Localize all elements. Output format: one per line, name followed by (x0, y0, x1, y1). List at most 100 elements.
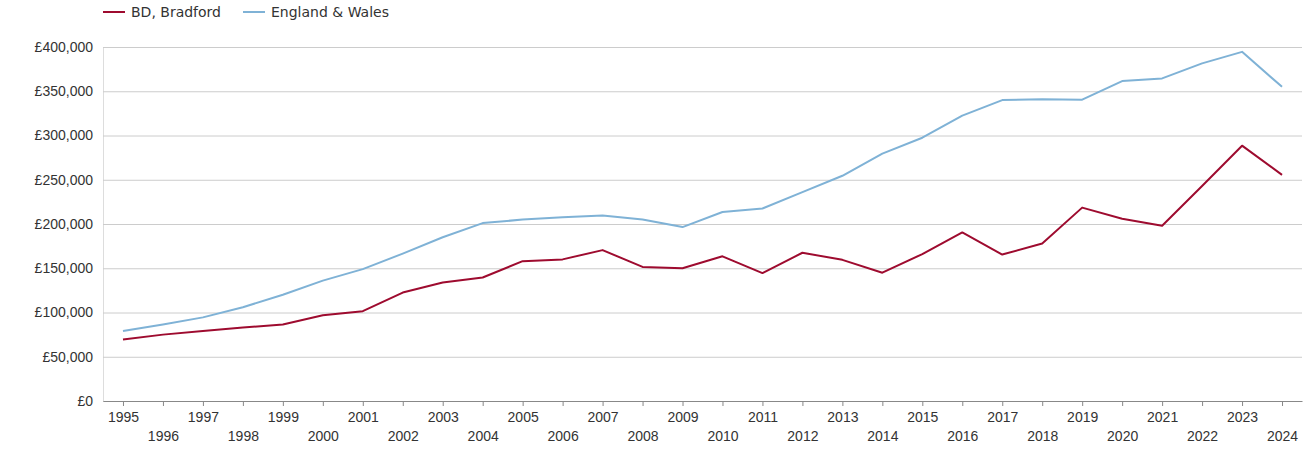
x-tick: 2012 (787, 401, 818, 444)
x-tick: 2022 (1187, 401, 1218, 444)
x-tick-label: 2015 (907, 409, 938, 425)
x-tick-label: 2012 (787, 428, 818, 444)
tick-mark (443, 401, 444, 406)
x-tick-label: 2024 (1267, 428, 1298, 444)
x-tick-label: 2011 (748, 409, 778, 425)
grid-line (103, 91, 1302, 92)
x-tick: 2001 (348, 401, 379, 425)
legend-swatch (103, 11, 125, 13)
x-tick: 2024 (1267, 401, 1298, 444)
y-tick-label: £50,000 (42, 349, 93, 365)
tick-mark (802, 401, 803, 406)
x-tick-label: 1999 (268, 409, 299, 425)
x-tick-label: 2020 (1107, 428, 1138, 444)
y-tick: £0 (77, 393, 1302, 409)
x-tick-label: 2002 (388, 428, 419, 444)
y-tick: £50,000 (42, 349, 1302, 365)
x-tick: 2007 (588, 401, 619, 425)
y-tick-label: £150,000 (35, 260, 94, 276)
x-tick: 2013 (827, 401, 858, 425)
x-tick: 1998 (228, 401, 259, 444)
x-tick-label: 2009 (667, 409, 698, 425)
x-tick-label: 2004 (468, 428, 499, 444)
plot-area: £0£50,000£100,000£150,000£200,000£250,00… (35, 39, 1303, 444)
grid-line (103, 136, 1302, 137)
legend-label: England & Wales (271, 4, 389, 20)
series-line (123, 146, 1282, 340)
tick-mark (163, 401, 164, 406)
x-tick-label: 2016 (947, 428, 978, 444)
grid-line (103, 268, 1302, 269)
tick-mark (523, 401, 524, 406)
tick-mark (683, 401, 684, 406)
series-group (123, 52, 1282, 340)
y-tick: £300,000 (35, 127, 1302, 143)
x-tick: 2021 (1147, 401, 1178, 425)
x-tick-label: 2006 (548, 428, 579, 444)
series-line (123, 52, 1282, 331)
x-tick: 2004 (468, 401, 499, 444)
x-tick-label: 2013 (827, 409, 858, 425)
grid-line (103, 180, 1302, 181)
x-tick: 2010 (707, 401, 738, 444)
y-tick-label: £300,000 (35, 127, 94, 143)
tick-mark (243, 401, 244, 406)
tick-mark (483, 401, 484, 406)
x-tick-label: 2021 (1147, 409, 1178, 425)
tick-mark (363, 401, 364, 406)
x-tick-label: 1995 (108, 409, 139, 425)
x-tick-label: 2018 (1027, 428, 1058, 444)
tick-mark (123, 401, 124, 406)
x-tick-label: 2019 (1067, 409, 1098, 425)
y-tick-label: £350,000 (35, 83, 94, 99)
x-tick: 2020 (1107, 401, 1138, 444)
x-tick: 1997 (188, 401, 219, 425)
x-tick-label: 2010 (707, 428, 738, 444)
x-tick-label: 2003 (428, 409, 459, 425)
x-tick: 1999 (268, 401, 299, 425)
y-tick: £250,000 (35, 172, 1302, 188)
y-tick-label: £400,000 (35, 39, 94, 55)
tick-mark (283, 401, 284, 406)
legend-item: England & Wales (243, 4, 389, 20)
x-tick-label: 1996 (148, 428, 179, 444)
grid-line (103, 313, 1302, 314)
x-tick-label: 2005 (508, 409, 539, 425)
x-tick-label: 2000 (308, 428, 339, 444)
x-tick-label: 2023 (1227, 409, 1258, 425)
x-tick: 1996 (148, 401, 179, 444)
x-tick: 2015 (907, 401, 938, 425)
grid-line (103, 357, 1302, 358)
x-tick: 2019 (1067, 401, 1098, 425)
tick-mark (403, 401, 404, 406)
tick-mark (203, 401, 204, 406)
legend-label: BD, Bradford (131, 4, 221, 20)
tick-mark (603, 401, 604, 406)
y-tick-label: £0 (77, 393, 93, 409)
y-tick-label: £250,000 (35, 172, 94, 188)
x-tick: 2017 (987, 401, 1018, 425)
x-tick-label: 2007 (588, 409, 619, 425)
tick-mark (563, 401, 564, 406)
x-tick: 1995 (108, 401, 139, 425)
y-tick-label: £200,000 (35, 216, 94, 232)
legend: BD, Bradford England & Wales (103, 4, 389, 20)
tick-mark (1282, 401, 1283, 406)
x-tick: 2002 (388, 401, 419, 444)
x-tick: 2008 (627, 401, 658, 444)
x-tick-label: 2017 (987, 409, 1018, 425)
tick-mark (1202, 401, 1203, 406)
tick-mark (962, 401, 963, 406)
tick-mark (1002, 401, 1003, 406)
x-tick-label: 2008 (627, 428, 658, 444)
x-tick: 2011 (748, 401, 778, 425)
tick-mark (1042, 401, 1043, 406)
x-tick: 2000 (308, 401, 339, 444)
x-tick: 2016 (947, 401, 978, 444)
tick-mark (922, 401, 923, 406)
tick-mark (643, 401, 644, 406)
tick-mark (722, 401, 723, 406)
tick-mark (1242, 401, 1243, 406)
x-tick-label: 1997 (188, 409, 219, 425)
x-tick-label: 1998 (228, 428, 259, 444)
